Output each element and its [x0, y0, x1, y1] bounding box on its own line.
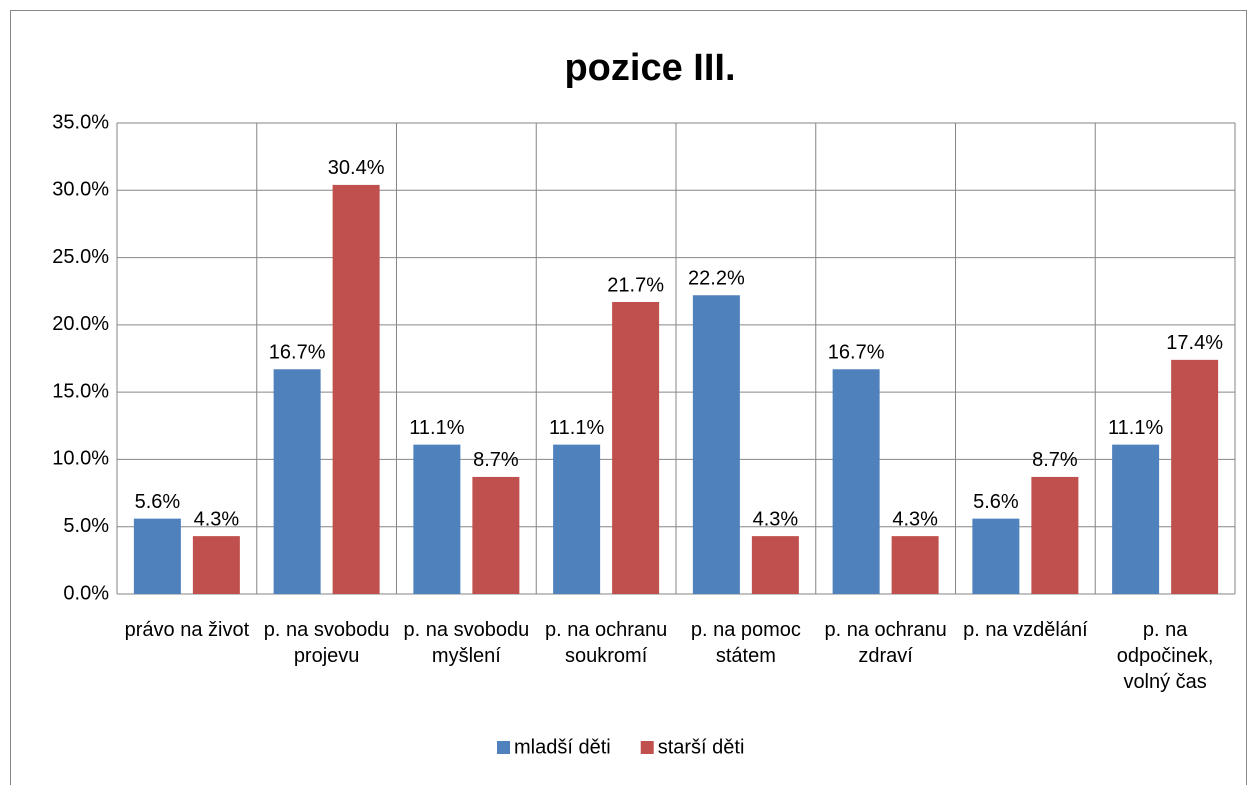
chart-title: pozice III.	[564, 47, 735, 89]
bar	[692, 295, 740, 594]
bar	[192, 536, 240, 594]
data-label: 5.6%	[135, 491, 181, 513]
data-label: 4.3%	[194, 508, 240, 530]
y-tick-label: 30.0%	[52, 179, 109, 201]
y-tick-label: 0.0%	[63, 582, 109, 604]
bar	[972, 518, 1020, 594]
y-tick-label: 35.0%	[52, 111, 109, 133]
data-label: 16.7%	[828, 342, 885, 364]
y-tick-label: 5.0%	[63, 515, 109, 537]
data-label: 8.7%	[1032, 449, 1078, 471]
y-tick-label: 10.0%	[52, 448, 109, 470]
data-label: 22.2%	[688, 268, 745, 290]
legend-swatch	[640, 741, 654, 754]
y-tick-label: 15.0%	[52, 380, 109, 402]
bar	[133, 518, 181, 594]
bar	[273, 369, 321, 594]
data-label: 16.7%	[269, 342, 326, 364]
x-tick-label: p. na vzdělání	[963, 619, 1088, 641]
data-label: 11.1%	[549, 417, 604, 439]
bar	[1031, 476, 1079, 594]
x-tick-label: právo na život	[124, 619, 250, 641]
bar	[891, 536, 939, 594]
y-tick-label: 25.0%	[52, 246, 109, 268]
x-tick-label: p. na svobodu myšlení	[403, 619, 530, 667]
legend-label: mladší děti	[514, 736, 611, 758]
data-label: 11.1%	[409, 417, 464, 439]
data-label: 17.4%	[1166, 332, 1223, 354]
data-label: 30.4%	[328, 157, 385, 179]
data-label: 4.3%	[892, 508, 938, 530]
bar	[332, 184, 380, 594]
legend-swatch	[497, 741, 510, 754]
bar	[413, 444, 461, 594]
bar	[472, 476, 520, 594]
legend-label: starší děti	[658, 736, 745, 758]
data-label: 21.7%	[607, 274, 664, 296]
bar	[1171, 359, 1219, 594]
bar	[553, 444, 601, 594]
x-tick-label: p. na odpočinek, volný čas	[1116, 619, 1214, 693]
x-tick-label: p. na ochranu soukromí	[544, 619, 668, 667]
data-label: 4.3%	[753, 508, 799, 530]
bar	[612, 301, 660, 594]
x-tick-label: p. na svobodu projevu	[263, 619, 390, 667]
data-label: 11.1%	[1108, 417, 1163, 439]
bar	[832, 369, 880, 594]
data-label: 5.6%	[973, 491, 1019, 513]
y-tick-label: 20.0%	[52, 313, 109, 335]
data-label: 8.7%	[473, 449, 519, 471]
x-tick-label: p. na ochranu zdraví	[824, 619, 947, 667]
x-tick-label: p. na pomoc státem	[690, 619, 801, 667]
bar	[1112, 444, 1160, 594]
bar	[751, 536, 799, 594]
